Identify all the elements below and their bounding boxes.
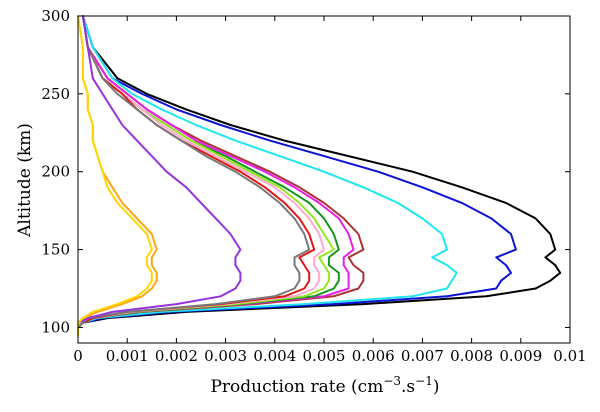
x-tick-label: 0.008 (450, 347, 493, 365)
series-line-4 (77, 15, 365, 337)
x-tick-label: 0.005 (303, 347, 346, 365)
y-tick-label: 200 (41, 163, 70, 181)
x-tick-label: 0.009 (499, 347, 542, 365)
series-line-10 (77, 15, 311, 337)
series-line-5 (77, 15, 355, 337)
y-tick-label: 300 (41, 7, 70, 25)
y-axis-ticks: 100 150 200 250 300 (41, 7, 570, 336)
series-line-3 (77, 15, 458, 337)
series-line-6 (77, 15, 340, 337)
x-tick-label: 0.004 (253, 347, 296, 365)
x-tick-label: 0 (73, 347, 83, 365)
y-tick-label: 100 (41, 318, 70, 336)
y-tick-label: 250 (41, 85, 70, 103)
y-tick-label: 150 (41, 241, 70, 259)
x-tick-label: 0.007 (401, 347, 444, 365)
y-axis-label: Altitude (km) (15, 123, 35, 238)
x-tick-label: 0.01 (553, 347, 586, 365)
series-line-8 (77, 15, 325, 337)
series-line-11 (77, 15, 242, 337)
x-tick-label: 0.003 (204, 347, 247, 365)
x-tick-label: 0.002 (155, 347, 198, 365)
x-tick-label: 0.001 (106, 347, 149, 365)
x-axis-label: Production rate (cm−3.s−1) (210, 374, 439, 397)
series-line-2 (77, 15, 517, 337)
series-line-13 (77, 15, 153, 337)
plot-area (77, 15, 571, 344)
x-tick-label: 0.006 (352, 347, 395, 365)
series-line-1 (77, 15, 562, 337)
x-axis-ticks: 0 0.001 0.002 0.003 0.004 0.005 0.006 0.007 0.00… (73, 16, 587, 365)
